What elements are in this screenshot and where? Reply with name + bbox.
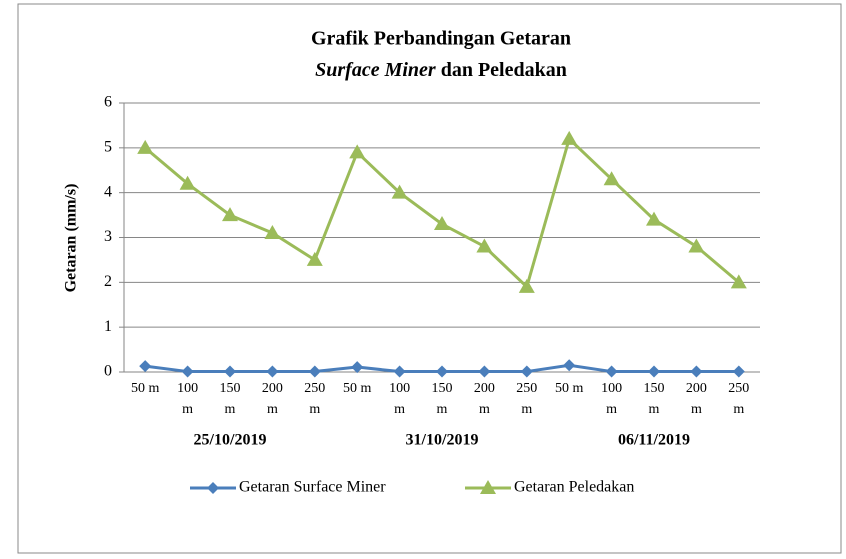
point xyxy=(222,207,238,222)
x-tick-label: 150 m xyxy=(432,381,453,417)
point xyxy=(518,278,535,293)
point xyxy=(603,171,620,186)
chart-subtitle: Surface Miner dan Peledakan xyxy=(315,59,567,81)
point xyxy=(648,365,660,378)
x-tick-label-line: m xyxy=(267,402,278,417)
point xyxy=(349,144,366,159)
point xyxy=(139,360,152,373)
x-tick-label-line: 150 xyxy=(432,381,453,396)
group-label: 06/11/2019 xyxy=(618,432,690,449)
x-tick-label-line: 250 xyxy=(304,381,325,396)
group-label: 25/10/2019 xyxy=(194,432,267,449)
y-axis-label: Getaran (mm/s) xyxy=(63,184,80,293)
x-tick-label-line: m xyxy=(309,402,320,417)
x-tick-label-line: m xyxy=(225,402,236,417)
x-tick-label: 100 m xyxy=(389,381,410,417)
x-tick-label-line: m xyxy=(606,402,617,417)
point xyxy=(646,211,662,226)
point xyxy=(520,365,533,378)
x-tick-label-line: m xyxy=(182,402,193,417)
subtitle-italic: Surface Miner xyxy=(315,59,436,81)
x-tick-label: 50 m xyxy=(555,381,584,396)
legend-marker xyxy=(480,480,496,494)
point xyxy=(436,365,448,378)
y-tick-label: 0 xyxy=(104,363,112,380)
y-tick-label: 2 xyxy=(104,273,112,290)
point xyxy=(351,361,364,374)
x-tick-label-line: 150 xyxy=(220,381,241,396)
x-tick-label-line: 250 xyxy=(728,381,749,396)
point xyxy=(561,130,578,145)
point xyxy=(137,139,154,154)
chart-border xyxy=(17,3,842,554)
x-tick-label-line: 250 xyxy=(516,381,537,396)
x-tick-label: 200 m xyxy=(262,381,283,417)
x-tick-label: 250 m xyxy=(304,381,325,417)
point xyxy=(391,184,408,199)
x-tick-label-line: 100 xyxy=(601,381,622,396)
x-tick-label-line: 100 xyxy=(177,381,198,396)
point xyxy=(690,365,703,378)
point xyxy=(688,238,705,253)
point xyxy=(563,359,576,372)
point xyxy=(732,365,745,378)
x-tick-label: 200 m xyxy=(474,381,495,417)
x-tick-label-line: 200 xyxy=(262,381,283,396)
x-tick-label: 100 m xyxy=(177,381,198,417)
x-tick-label-line: m xyxy=(733,402,744,417)
point xyxy=(266,365,279,378)
point xyxy=(264,225,281,240)
x-tick-label: 150 m xyxy=(220,381,241,417)
y-tick-label: 5 xyxy=(104,139,112,156)
x-tick-label: 200 m xyxy=(686,381,707,417)
y-tick-label: 6 xyxy=(104,94,112,111)
point xyxy=(730,274,747,289)
x-tick-label: 50 m xyxy=(343,381,372,396)
point xyxy=(181,365,194,378)
y-tick-label: 3 xyxy=(104,228,112,245)
y-tick-label: 1 xyxy=(104,318,112,335)
x-tick-label-line: 100 xyxy=(389,381,410,396)
x-tick-label-line: 200 xyxy=(474,381,495,396)
x-tick-label-line: m xyxy=(691,402,702,417)
x-tick-label: 250 m xyxy=(516,381,537,417)
y-tick-label: 4 xyxy=(104,183,112,200)
point xyxy=(224,365,236,378)
legend-label: Getaran Peledakan xyxy=(514,479,634,496)
x-tick-label-line: m xyxy=(479,402,490,417)
point xyxy=(393,365,406,378)
point xyxy=(605,365,618,378)
x-tick-label: 150 m xyxy=(644,381,665,417)
x-tick-label-line: m xyxy=(437,402,448,417)
x-tick-label: 100 m xyxy=(601,381,622,417)
x-tick-label: 50 m xyxy=(131,381,160,396)
x-tick-label-line: 200 xyxy=(686,381,707,396)
point xyxy=(478,365,491,378)
x-tick-label-line: m xyxy=(521,402,532,417)
point xyxy=(308,365,321,378)
x-tick-label-line: m xyxy=(394,402,405,417)
chart-title: Grafik Perbandingan Getaran xyxy=(311,28,571,50)
point xyxy=(306,251,323,266)
x-tick-label: 250 m xyxy=(728,381,749,417)
subtitle-rest: dan Peledakan xyxy=(441,59,567,81)
point xyxy=(434,216,450,231)
point xyxy=(476,238,493,253)
group-label: 31/10/2019 xyxy=(406,432,479,449)
legend-label: Getaran Surface Miner xyxy=(239,479,386,496)
point xyxy=(179,175,196,190)
legend-marker xyxy=(207,482,219,494)
x-tick-label-line: 150 xyxy=(644,381,665,396)
x-tick-label-line: m xyxy=(649,402,660,417)
